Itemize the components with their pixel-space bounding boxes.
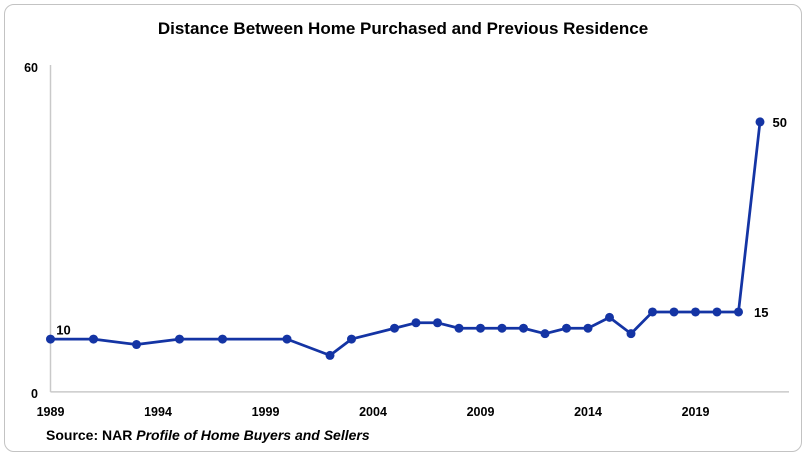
data-point-2002 xyxy=(325,350,335,360)
data-point-1995 xyxy=(175,334,184,344)
data-label-50: 50 xyxy=(773,115,787,130)
source-title-italic: Profile of Home Buyers and Sellers xyxy=(136,427,370,443)
data-point-2022 xyxy=(755,117,765,127)
data-point-2018 xyxy=(669,307,679,317)
data-point-1989 xyxy=(46,334,55,344)
chart-title: Distance Between Home Purchased and Prev… xyxy=(157,19,649,38)
data-point-2013 xyxy=(562,323,571,333)
x-tick-label: 2009 xyxy=(467,405,495,419)
data-point-2019 xyxy=(691,307,700,317)
data-point-2007 xyxy=(433,318,442,328)
x-tick-label: 2014 xyxy=(574,405,602,419)
data-point-2003 xyxy=(347,334,356,344)
y-tick-label: 60 xyxy=(24,61,38,75)
x-tick-label: 2019 xyxy=(682,405,710,419)
x-tick-label: 1994 xyxy=(144,405,172,419)
data-point-2017 xyxy=(648,307,657,317)
source-note: Source: NAR Profile of Home Buyers and S… xyxy=(46,427,370,443)
source-prefix: Source: NAR xyxy=(46,427,137,443)
data-point-2010 xyxy=(497,323,507,333)
data-point-2000 xyxy=(282,334,292,344)
data-point-2016 xyxy=(626,329,636,339)
x-tick-label: 1999 xyxy=(252,405,280,419)
data-point-2009 xyxy=(476,323,485,333)
data-point-1993 xyxy=(132,340,141,350)
data-point-1997 xyxy=(218,334,227,344)
data-point-2008 xyxy=(454,323,464,333)
data-point-2015 xyxy=(605,312,614,322)
data-label-15: 15 xyxy=(754,305,768,320)
data-point-2014 xyxy=(583,323,593,333)
distance-line-series xyxy=(49,120,762,357)
data-point-1991 xyxy=(89,334,98,344)
data-point-2020 xyxy=(712,307,722,317)
y-tick-label: 0 xyxy=(31,387,38,401)
data-label-10: 10 xyxy=(56,323,70,338)
data-point-2005 xyxy=(390,323,399,333)
data-point-2006 xyxy=(411,318,421,328)
data-point-2021 xyxy=(734,307,743,317)
x-tick-label: 2004 xyxy=(359,405,387,419)
x-tick-label: 1989 xyxy=(37,405,65,419)
data-point-2011 xyxy=(519,323,528,333)
data-point-2012 xyxy=(540,329,550,339)
